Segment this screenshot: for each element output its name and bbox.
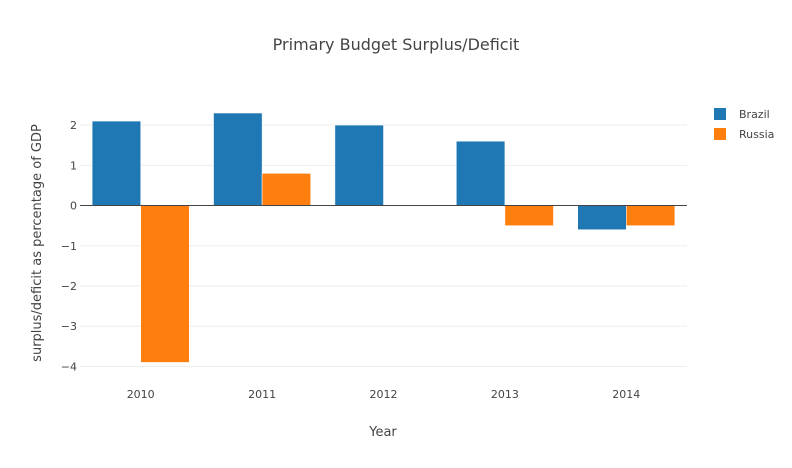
bar-russia-2014[interactable] — [626, 205, 676, 226]
y-tick-label: 0 — [70, 200, 77, 213]
y-tick-label: 2 — [70, 119, 77, 132]
bar-russia-2011[interactable] — [261, 173, 311, 206]
y-tick-label: 1 — [70, 159, 77, 172]
bar-brazil-2012[interactable] — [334, 124, 384, 206]
y-tick-label: −2 — [61, 280, 77, 293]
y-tick-label: −3 — [61, 320, 77, 333]
x-tick-labels: 2010 2011 2012 2013 2014 — [127, 388, 641, 401]
legend-label-brazil[interactable]: Brazil — [739, 108, 770, 121]
bar-brazil-2014[interactable] — [577, 205, 627, 230]
legend-swatch-russia[interactable] — [714, 128, 726, 140]
x-tick-label: 2014 — [612, 388, 640, 401]
y-tick-label: −4 — [61, 360, 77, 373]
legend-label-russia[interactable]: Russia — [739, 128, 774, 141]
bar-brazil-2013[interactable] — [456, 140, 506, 206]
y-tick-labels: 2 1 0 −1 −2 −3 −4 — [61, 119, 77, 373]
bar-russia-2013[interactable] — [504, 205, 554, 226]
legend-swatch-brazil[interactable] — [714, 108, 726, 120]
y-axis-title: surplus/deficit as percentage of GDP — [30, 124, 45, 362]
x-tick-label: 2011 — [248, 388, 276, 401]
x-tick-label: 2012 — [370, 388, 398, 401]
x-tick-label: 2013 — [491, 388, 519, 401]
x-axis-title: Year — [368, 425, 397, 440]
y-tick-label: −1 — [61, 240, 77, 253]
x-tick-label: 2010 — [127, 388, 155, 401]
legend: Brazil Russia — [714, 108, 774, 141]
chart-title: Primary Budget Surplus/Deficit — [273, 35, 520, 54]
bars — [91, 112, 676, 363]
bar-brazil-2011[interactable] — [213, 112, 263, 206]
bar-brazil-2010[interactable] — [91, 120, 141, 206]
bar-russia-2010[interactable] — [140, 205, 190, 363]
